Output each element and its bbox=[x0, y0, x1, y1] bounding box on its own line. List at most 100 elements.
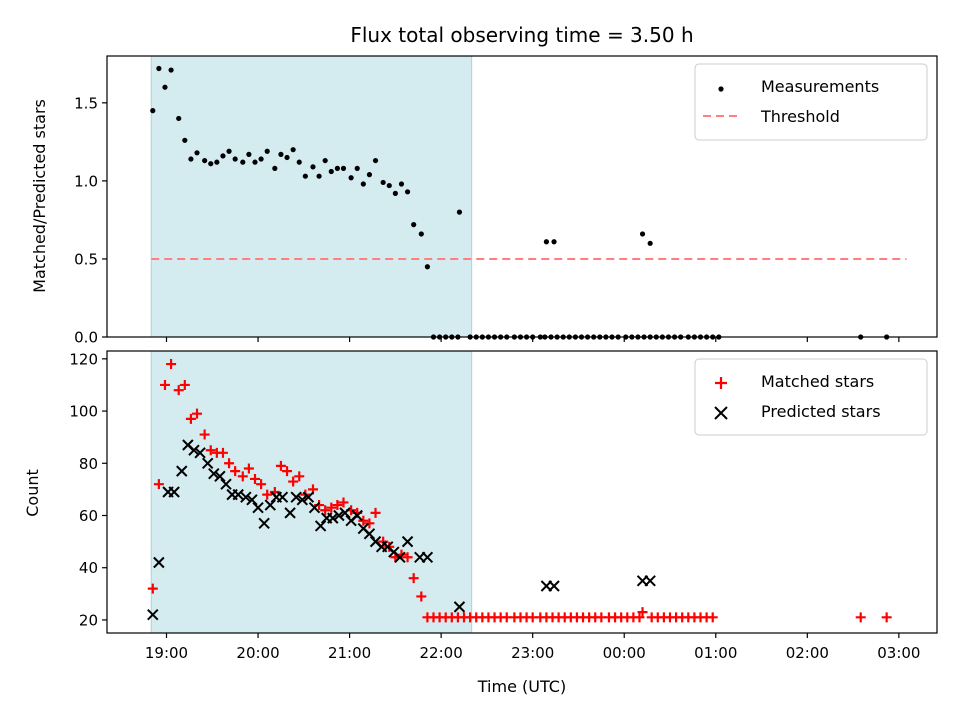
x-tick-label: 22:00 bbox=[420, 644, 463, 662]
data-point bbox=[401, 535, 414, 548]
data-point bbox=[296, 494, 309, 506]
data-point bbox=[232, 488, 244, 501]
data-point bbox=[358, 515, 369, 526]
data-point bbox=[147, 609, 159, 621]
x-tick-label: 01:00 bbox=[694, 644, 737, 662]
data-point bbox=[194, 447, 206, 459]
legend-label: Threshold bbox=[760, 107, 840, 126]
data-point bbox=[294, 471, 305, 482]
chart-title: Flux total observing time = 3.50 h bbox=[350, 23, 693, 47]
y-tick-label: 60 bbox=[79, 507, 98, 525]
data-point bbox=[339, 507, 351, 519]
data-point bbox=[224, 458, 235, 469]
series-predicted-stars bbox=[147, 439, 656, 621]
data-point bbox=[246, 494, 258, 506]
data-point bbox=[453, 601, 466, 613]
y-tick-label: 1.5 bbox=[74, 94, 98, 112]
data-point bbox=[166, 359, 177, 370]
legend-marker bbox=[714, 406, 728, 420]
data-point bbox=[252, 159, 258, 165]
data-point bbox=[338, 497, 349, 508]
data-point bbox=[264, 499, 276, 511]
data-point bbox=[548, 580, 560, 592]
y-tick-label: 0.5 bbox=[74, 250, 98, 268]
legend-box bbox=[694, 63, 928, 141]
data-point bbox=[404, 189, 411, 195]
data-point bbox=[418, 231, 424, 237]
data-point bbox=[411, 222, 417, 228]
observing-window-band bbox=[150, 55, 473, 338]
data-point bbox=[179, 379, 190, 390]
data-point bbox=[634, 612, 645, 623]
data-point bbox=[153, 479, 164, 490]
x-tick-label: 23:00 bbox=[511, 644, 554, 662]
data-point bbox=[647, 240, 653, 246]
data-point bbox=[316, 173, 322, 179]
data-point bbox=[366, 172, 373, 178]
data-point bbox=[394, 551, 406, 563]
data-point bbox=[272, 165, 278, 171]
y-tick-label: 0.0 bbox=[74, 329, 98, 347]
data-point bbox=[226, 148, 232, 154]
data-point bbox=[168, 486, 180, 498]
x-tick-label: 00:00 bbox=[603, 644, 646, 662]
data-point bbox=[302, 491, 315, 503]
data-point bbox=[288, 476, 299, 487]
data-point bbox=[348, 175, 354, 181]
x-tick-label: 21:00 bbox=[328, 644, 371, 662]
data-point bbox=[398, 181, 405, 187]
data-point bbox=[185, 413, 196, 424]
data-point bbox=[252, 501, 264, 514]
data-point bbox=[551, 239, 557, 245]
panel-ratio: 0.0 0.5 1.0 1.5 Measurements Threshold bbox=[74, 55, 938, 347]
x-tick-label: 02:00 bbox=[786, 644, 829, 662]
data-point bbox=[168, 67, 174, 73]
y-tick-label: 1.0 bbox=[74, 172, 98, 190]
data-point bbox=[214, 159, 220, 165]
data-point bbox=[176, 465, 188, 477]
data-point bbox=[332, 500, 343, 511]
data-point bbox=[328, 168, 334, 175]
data-point bbox=[205, 445, 216, 456]
data-point bbox=[284, 154, 290, 161]
data-point bbox=[276, 491, 289, 503]
data-point bbox=[881, 612, 892, 623]
y-tick-label: 120 bbox=[69, 350, 98, 368]
x-axis-label: Time (UTC) bbox=[477, 677, 566, 696]
y-tick-label: 40 bbox=[79, 559, 98, 577]
data-point bbox=[363, 528, 376, 540]
y-tick-label: 80 bbox=[79, 455, 98, 473]
bottom-y-axis-label: Count bbox=[23, 469, 42, 517]
data-point bbox=[153, 556, 165, 569]
data-point bbox=[408, 573, 419, 584]
data-point bbox=[258, 517, 270, 530]
panel-count: 20 40 60 80 100 120 19:00 20:00 21:00 22:00 23:00 0… bbox=[69, 350, 938, 662]
data-point bbox=[237, 471, 248, 482]
y-tick-label: 100 bbox=[69, 403, 98, 421]
data-point bbox=[326, 502, 337, 513]
data-point bbox=[262, 489, 273, 500]
data-point bbox=[188, 156, 194, 162]
data-point bbox=[243, 463, 254, 474]
data-point bbox=[333, 509, 345, 522]
data-point bbox=[201, 457, 214, 469]
legend-marker bbox=[715, 377, 727, 389]
data-point bbox=[637, 607, 648, 618]
data-point bbox=[310, 164, 316, 170]
data-point bbox=[370, 507, 381, 518]
data-point bbox=[188, 444, 200, 456]
data-point bbox=[246, 151, 252, 157]
legend-label: Predicted stars bbox=[761, 402, 881, 421]
data-point bbox=[220, 153, 226, 159]
data-point bbox=[249, 473, 260, 484]
data-point bbox=[208, 161, 214, 167]
data-point bbox=[707, 612, 718, 623]
data-point bbox=[275, 460, 286, 471]
x-tick-label: 03:00 bbox=[877, 644, 920, 662]
data-point bbox=[644, 575, 656, 587]
data-point bbox=[194, 150, 200, 156]
data-point bbox=[639, 231, 646, 237]
data-point bbox=[364, 518, 375, 529]
data-point bbox=[543, 239, 550, 245]
